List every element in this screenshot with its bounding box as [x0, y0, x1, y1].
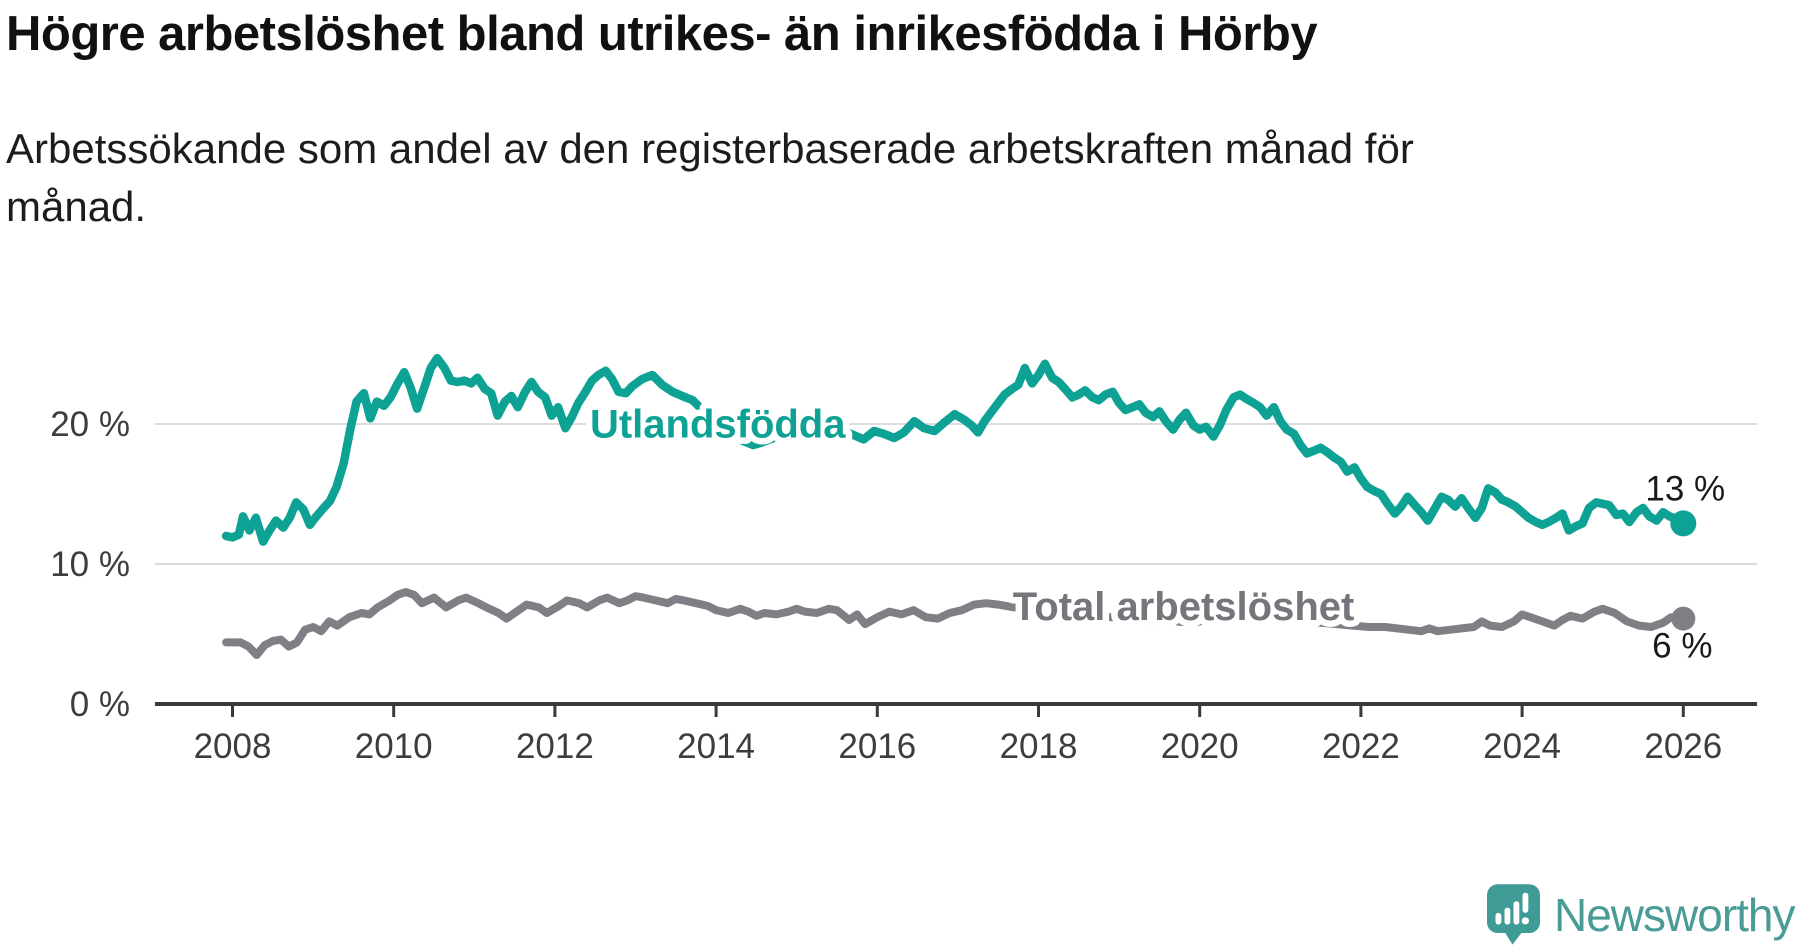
series-label-total: Total arbetslöshet	[1013, 585, 1355, 629]
x-tick-label: 2008	[194, 727, 272, 766]
x-tick-label: 2026	[1644, 727, 1722, 766]
x-tick-label: 2022	[1322, 727, 1400, 766]
newsworthy-logo: Newsworthy	[1487, 884, 1797, 946]
x-axis: 2008 2010 2012 2014 2016 2018 2020 2022 2024 2026	[155, 702, 1757, 766]
series-line-utlandsfodda	[221, 353, 1688, 546]
x-tick-label: 2024	[1483, 727, 1561, 766]
newsworthy-bubble-icon	[1487, 884, 1540, 945]
y-tick-label: 0 %	[70, 685, 130, 724]
x-tick-label: 2014	[677, 727, 755, 766]
series-end-dot-utlandsfodda	[1670, 510, 1697, 537]
x-tick-label: 2010	[355, 727, 433, 766]
y-axis-labels: 20 % 10 % 0 %	[50, 405, 130, 724]
chart-subtitle: Arbetssökande som andel av den registerb…	[6, 125, 1414, 230]
series-label-utlandsfodda: Utlandsfödda	[590, 402, 846, 446]
x-tick-label: 2016	[838, 727, 916, 766]
newsworthy-logo-text: Newsworthy	[1554, 889, 1796, 941]
end-value-label-utlandsfodda: 13 %	[1645, 469, 1725, 508]
gridlines	[155, 423, 1757, 565]
end-value-label-total: 6 %	[1652, 627, 1712, 666]
x-tick-label: 2018	[1000, 727, 1078, 766]
y-tick-label: 10 %	[50, 545, 130, 584]
y-tick-label: 20 %	[50, 405, 130, 444]
series-end-dot-total	[1671, 606, 1696, 631]
x-tick-label: 2012	[516, 727, 594, 766]
page-title: Högre arbetslöshet bland utrikes- än inr…	[6, 7, 1318, 61]
series-line-total	[222, 588, 1688, 659]
x-tick-label: 2020	[1161, 727, 1239, 766]
